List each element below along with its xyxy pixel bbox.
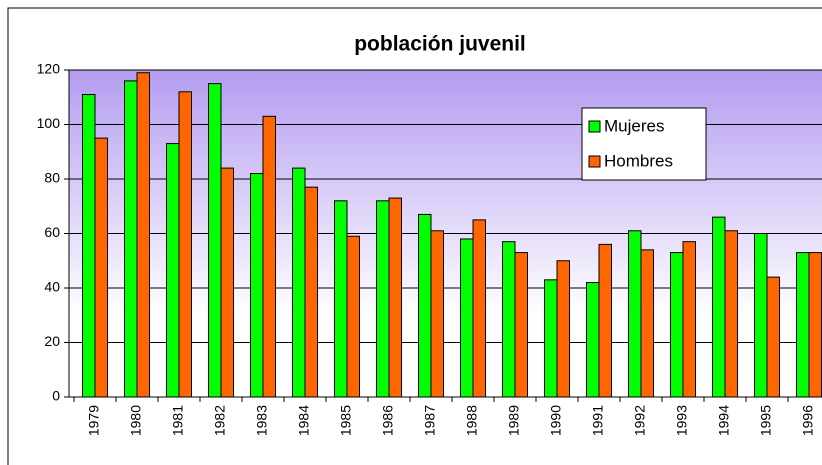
x-tick-label: 1985: [338, 405, 354, 436]
bar: [544, 279, 558, 398]
bar: [586, 282, 600, 398]
x-tick-label: 1982: [212, 405, 228, 436]
y-tick-label: 80: [44, 170, 60, 186]
bar: [178, 91, 192, 398]
legend-label: Mujeres: [604, 116, 664, 135]
bar: [292, 167, 306, 398]
bar: [220, 167, 234, 398]
x-tick-label: 1996: [800, 405, 816, 436]
bar: [472, 219, 486, 398]
y-tick-label: 0: [52, 388, 60, 404]
bar: [712, 216, 726, 398]
bar: [670, 252, 684, 398]
bar: [502, 241, 516, 398]
bar: [388, 197, 402, 398]
x-tick-label: 1994: [716, 405, 732, 436]
x-tick-label: 1987: [422, 405, 438, 436]
y-tick-label: 100: [37, 115, 61, 131]
legend-swatch: [588, 120, 601, 133]
bar: [796, 252, 810, 398]
x-tick-label: 1993: [674, 405, 690, 436]
bar: [430, 230, 444, 398]
bar: [94, 137, 108, 398]
bar: [682, 241, 696, 398]
x-tick-label: 1988: [464, 405, 480, 436]
legend-label: Hombres: [604, 151, 673, 170]
bar: [724, 230, 738, 398]
x-tick-label: 1991: [590, 405, 606, 436]
y-tick-label: 40: [44, 279, 60, 295]
x-tick-label: 1989: [506, 405, 522, 436]
bar: [376, 200, 390, 398]
x-tick-label: 1990: [548, 405, 564, 436]
bar: [136, 72, 150, 398]
bar: [250, 173, 264, 398]
bar: [556, 260, 570, 398]
x-tick-label: 1984: [296, 405, 312, 436]
x-tick-label: 1979: [86, 405, 102, 436]
y-tick-label: 20: [44, 333, 60, 349]
bar: [808, 252, 822, 398]
legend-swatch: [588, 155, 601, 168]
x-tick-label: 1992: [632, 405, 648, 436]
bar: [628, 230, 642, 398]
bar: [208, 83, 222, 398]
bar: [754, 233, 768, 398]
bar: [334, 200, 348, 398]
bar: [418, 213, 432, 398]
bar: [766, 276, 780, 398]
x-tick-label: 1980: [128, 405, 144, 436]
bar: [262, 115, 276, 398]
bar: [166, 143, 180, 398]
bar: [460, 238, 474, 398]
y-tick-label: 120: [37, 61, 61, 77]
bar: [304, 186, 318, 398]
bar: [124, 80, 138, 398]
legend-box: [581, 107, 707, 181]
chart-title: población juvenil: [354, 33, 526, 56]
x-tick-label: 1986: [380, 405, 396, 436]
y-tick-label: 60: [44, 224, 60, 240]
bar: [82, 94, 96, 398]
x-tick-label: 1995: [758, 405, 774, 436]
bar: [514, 252, 528, 398]
bar: [346, 235, 360, 398]
bar: [640, 249, 654, 398]
x-tick-label: 1983: [254, 405, 270, 436]
bar: [598, 243, 612, 398]
x-tick-label: 1981: [170, 405, 186, 436]
